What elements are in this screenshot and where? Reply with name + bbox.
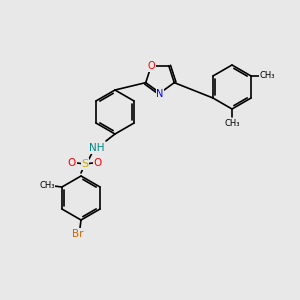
Text: CH₃: CH₃ (39, 182, 55, 190)
Text: Br: Br (72, 229, 84, 239)
Text: NH: NH (89, 143, 105, 153)
Text: S: S (81, 159, 88, 169)
Text: O: O (94, 158, 102, 168)
Text: CH₃: CH₃ (224, 118, 240, 127)
Text: O: O (147, 61, 155, 71)
Text: N: N (156, 89, 164, 99)
Text: O: O (68, 158, 76, 168)
Text: CH₃: CH₃ (259, 71, 275, 80)
